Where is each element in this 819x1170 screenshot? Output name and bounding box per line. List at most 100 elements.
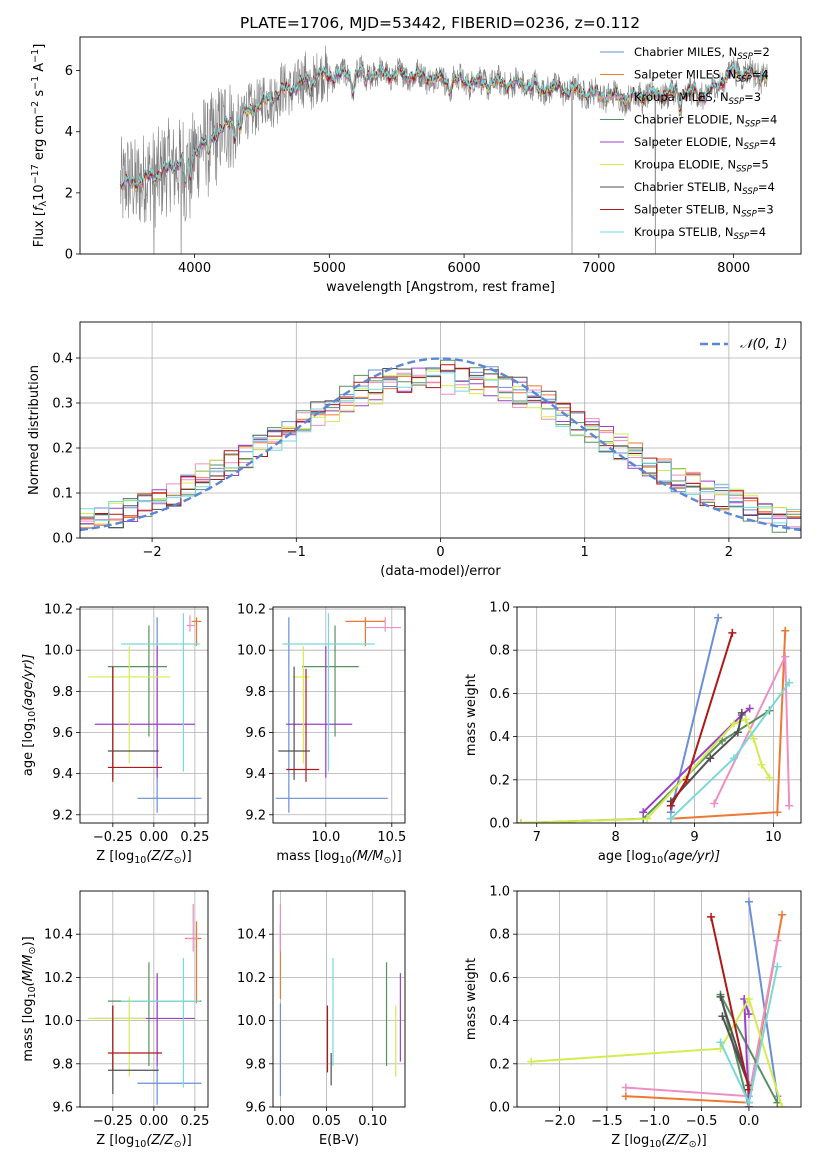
legend-entry: Chabrier MILES, NSSP=2: [634, 45, 770, 62]
label-part: SSP: [742, 187, 758, 197]
x-tick-label: 0.0: [739, 1114, 760, 1129]
legend-entry: 𝒩(0, 1): [740, 337, 787, 352]
label-part: 10: [27, 711, 38, 723]
y-tick-label: 9.4: [52, 767, 73, 782]
weight-line: [669, 617, 720, 813]
data-point-errorbar: [107, 625, 167, 737]
label-part: =4: [749, 225, 766, 239]
data-point-errorbar: [186, 903, 199, 952]
weight-marker: [778, 910, 787, 919]
label-part: (age/yr)]: [663, 849, 720, 864]
x-tick-label: 7000: [582, 261, 615, 276]
label-part: −1: [30, 76, 41, 90]
x-tick-label: 5000: [313, 261, 346, 276]
label-part: =4: [752, 68, 769, 82]
y-tick-label: 0.0: [489, 817, 510, 832]
axes-frame: [516, 890, 802, 1108]
x-tick-label: −1.5: [591, 1114, 623, 1129]
weight-marker: [757, 760, 766, 769]
data-point-errorbar: [137, 617, 202, 813]
x-tick-label: 10: [765, 830, 782, 845]
label-part: mass [log: [21, 998, 36, 1061]
x-axis-label: E(B-V): [319, 1133, 359, 1148]
weight-marker: [682, 775, 691, 784]
label-part: −2: [30, 101, 41, 115]
y-tick-label: 9.6: [52, 1101, 73, 1116]
data-point-errorbar: [292, 646, 310, 764]
x-tick-label: 0.25: [180, 830, 209, 845]
label-part: ⊙: [174, 1139, 182, 1150]
plot-area-mass_vs_Z: [88, 903, 202, 1105]
data-point-errorbar: [94, 646, 195, 778]
x-tick-label: 0.10: [358, 1114, 387, 1129]
label-part: age [log: [598, 849, 651, 864]
y-tick-label: 0.6: [489, 971, 510, 986]
weight-marker: [666, 814, 675, 823]
label-part: (Z/Z: [146, 849, 174, 864]
y-tick-label: 10.0: [237, 1014, 266, 1029]
label-part: )]: [182, 849, 192, 864]
axes-mass_vs_Z: −0.25 0.00 0.259.69.810.010.210.4Z [log10(…: [21, 890, 209, 1150]
x-tick-label: 0.00: [139, 1114, 168, 1129]
y-tick-label: 9.8: [52, 685, 73, 700]
label-part: Chabrier MILES, N: [634, 45, 737, 59]
label-part: Z [log: [96, 849, 134, 864]
data-point-errorbar: [107, 666, 163, 782]
y-tick-label: 9.6: [52, 726, 73, 741]
data-point-errorbar: [107, 1005, 163, 1071]
legend-entry: Kroupa MILES, NSSP=3: [634, 90, 761, 107]
axes-spectrum: 4000 5000 6000 7000 8000 0 2 4 6 wavelength [Angs…: [30, 36, 802, 295]
weight-marker: [733, 728, 742, 737]
weight-marker: [773, 962, 782, 971]
weight-marker: [643, 814, 652, 823]
label-part: =4: [760, 113, 777, 127]
legend-entry: Kroupa ELODIE, NSSP=5: [634, 158, 769, 175]
label-part: =3: [757, 203, 774, 217]
y-tick-label: 9.6: [245, 726, 266, 741]
weight-marker: [744, 995, 753, 1003]
x-axis-label: Z [log10(Z/Z⊙)]: [611, 1133, 706, 1150]
axes-frame: [272, 606, 406, 824]
label-part: 10: [134, 855, 146, 866]
label-part: =4: [759, 135, 776, 149]
weight-series: [639, 704, 754, 817]
weight-line: [747, 901, 779, 1097]
y-tick-label: 0.1: [52, 487, 73, 502]
label-part: Kroupa MILES, N: [634, 90, 729, 104]
y-tick-label: 0.2: [52, 442, 73, 457]
y-tick-label: 10.2: [237, 971, 266, 986]
y-tick-label: 1.0: [489, 601, 510, 616]
x-tick-label: 0.00: [266, 1114, 295, 1129]
y-tick-label: 10.0: [44, 1014, 73, 1029]
label-part: 10: [651, 855, 663, 866]
y-axis-label: mass weight: [464, 674, 479, 756]
weight-series: [621, 910, 787, 1107]
label-part: )]: [392, 849, 402, 864]
weight-marker: [744, 1010, 753, 1019]
y-tick-label: 0.4: [489, 730, 510, 745]
weight-marker: [773, 936, 782, 945]
x-tick-label: 0.05: [312, 1114, 341, 1129]
y-axis-label: mass weight: [464, 958, 479, 1040]
weight-line: [710, 916, 750, 1090]
legend-entry: Salpeter MILES, NSSP=4: [634, 68, 769, 85]
x-tick-label: 7: [533, 830, 541, 845]
figure-title: PLATE=1706, MJD=53442, FIBERID=0236, z=0…: [240, 14, 640, 32]
data-point-errorbar: [191, 617, 202, 647]
label-part: SSP: [745, 120, 761, 130]
y-tick-label: 0: [65, 248, 73, 263]
label-part: A: [32, 63, 47, 76]
data-point-errorbar: [286, 668, 320, 782]
x-axis-label: mass [log10(M/M⊙)]: [276, 849, 401, 866]
label-part: SSP: [741, 210, 757, 220]
weight-marker: [729, 754, 738, 763]
axes-frame: [272, 890, 406, 1108]
weight-marker: [744, 1098, 753, 1107]
data-point-errorbar: [186, 615, 195, 632]
weight-marker: [714, 613, 723, 622]
label-part: Z [log: [96, 1133, 134, 1148]
data-point-errorbar: [282, 613, 375, 772]
data-point-errorbar: [88, 996, 146, 1077]
data-point-errorbar: [365, 617, 402, 632]
label-part: SSP: [729, 97, 745, 107]
